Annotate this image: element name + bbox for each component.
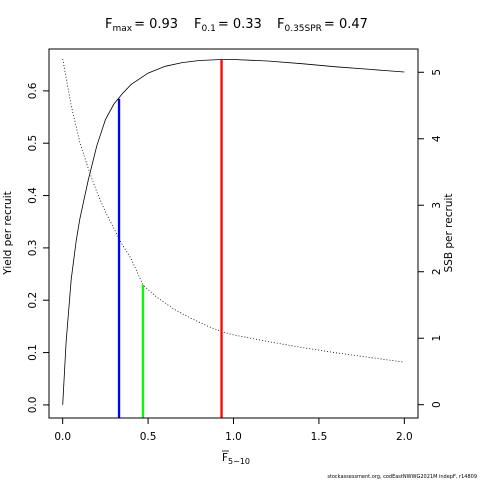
y-axis-title-left: Yield per recruit: [2, 191, 14, 275]
title-fmax-sub: max: [112, 24, 132, 34]
y-right-tick-label: 3: [431, 202, 443, 209]
title-f01-sub: 0.1: [201, 24, 215, 34]
y-axis-title-right: SSB per recruit: [443, 194, 455, 273]
title-f01-value: = 0.33: [218, 17, 262, 32]
series-yield-per-recruit-line: [62, 59, 405, 405]
x-tick-label: 2.0: [396, 431, 413, 443]
chart-title: Fmax = 0.93 F0.1 = 0.33 F0.35SPR = 0.47: [105, 17, 368, 34]
axes-layer: 0.0 0.5 1.0 1.5 2.0 0.0 0.1 0.2 0.3 0.4 0.5 0.6 0 1 2 3…: [27, 69, 443, 443]
y-right-tick-label: 4: [431, 135, 443, 142]
y-right-tick-label: 2: [431, 268, 443, 275]
y-left-tick-label: 0.0: [27, 397, 39, 414]
y-left-tick-label: 0.4: [27, 187, 39, 204]
x-axis-title: F5−10: [222, 452, 250, 466]
plot-frame: [48, 48, 419, 419]
title-f01: F0.1 = 0.33: [194, 17, 262, 34]
y-left-tick-label: 0.3: [27, 240, 39, 257]
series-layer: [62, 58, 405, 405]
x-axis-title-sub: 5−10: [228, 457, 250, 466]
title-f01-main: F: [194, 17, 201, 32]
y-left-tick-label: 0.1: [27, 344, 39, 361]
title-fmax-value: = 0.93: [134, 17, 178, 32]
title-f035spr-value: = 0.47: [324, 17, 368, 32]
x-tick-label: 0.5: [140, 431, 157, 443]
reference-lines-layer: [117, 59, 223, 418]
y-left-tick-label: 0.5: [27, 135, 39, 152]
x-tick-label: 0.0: [54, 431, 71, 443]
title-f035spr-main: F: [277, 17, 284, 32]
y-left-tick-label: 0.2: [27, 292, 39, 309]
y-left-tick-label: 0.6: [27, 82, 39, 99]
x-axis-title-main: F: [222, 452, 228, 464]
footer-credit: stockassessment.org, codEastNWWG2021M in…: [327, 474, 477, 480]
x-tick-label: 1.5: [311, 431, 328, 443]
title-f035spr: F0.35SPR = 0.47: [277, 17, 368, 34]
y-right-tick-label: 0: [431, 401, 443, 408]
title-fmax: Fmax = 0.93: [105, 17, 178, 34]
y-right-tick-label: 1: [431, 335, 443, 342]
title-f035spr-sub: 0.35SPR: [284, 24, 321, 34]
x-tick-label: 1.0: [225, 431, 242, 443]
title-fmax-main: F: [105, 17, 112, 32]
y-right-tick-label: 5: [431, 69, 443, 76]
